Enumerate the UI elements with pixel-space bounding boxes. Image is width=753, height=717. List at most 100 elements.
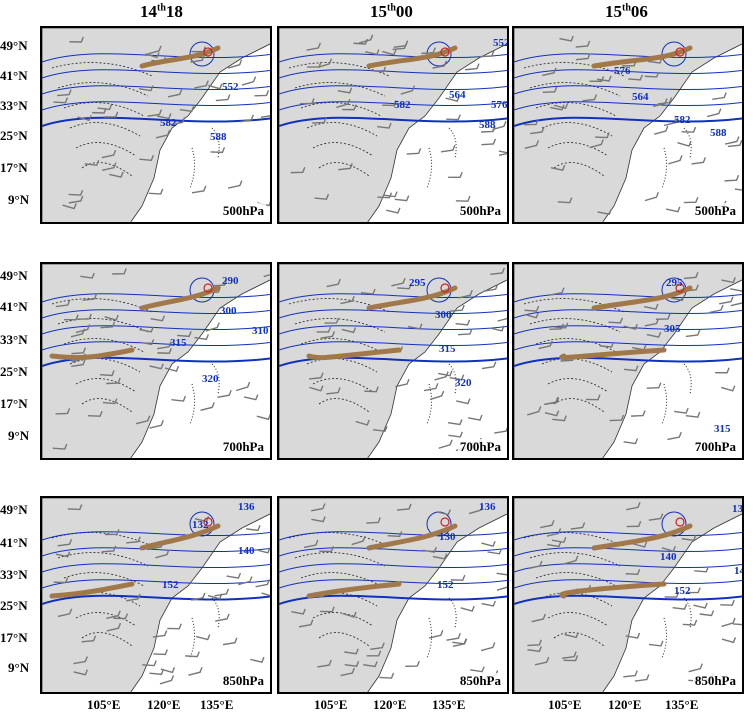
contour-line: [279, 293, 507, 303]
pressure-level-label: 500hPa: [692, 203, 738, 219]
contour-line: [279, 101, 507, 111]
wind-barb: [81, 635, 97, 643]
border-line: [541, 358, 613, 373]
border-line: [553, 398, 605, 413]
wind-barb: [191, 185, 207, 194]
contour-line: [279, 563, 507, 573]
wind-barb: [552, 415, 567, 422]
wind-barb: [460, 605, 475, 612]
lat-label: 33°N: [0, 332, 28, 347]
wind-barb: [432, 553, 448, 560]
contour-line: [514, 293, 742, 303]
wind-barb: [291, 608, 306, 615]
trough-line: [366, 523, 458, 551]
wind-barb: [481, 138, 497, 146]
map-panel: 290 300 310 315 320 700hPa: [40, 262, 272, 460]
wind-barb: [212, 279, 228, 287]
wind-barb: [214, 588, 230, 597]
wind-barb: [355, 419, 370, 426]
wind-barb: [320, 331, 336, 339]
low-center-marker: [675, 47, 685, 57]
wind-barb: [446, 632, 461, 641]
wind-barb: [342, 611, 357, 618]
border-line: [300, 338, 382, 353]
map-canvas: 290 300 310 315 320: [42, 264, 270, 458]
wind-barb: [646, 331, 662, 338]
wind-barb: [719, 296, 734, 305]
wind-barb: [358, 34, 374, 44]
wind-barb: [709, 304, 724, 314]
wind-barb: [628, 74, 643, 81]
contour-label: 130: [439, 531, 456, 543]
wind-barb: [589, 139, 604, 149]
wind-barb: [164, 365, 180, 372]
wind-barb: [155, 129, 171, 139]
wind-barb: [299, 98, 315, 105]
contour-line: [42, 325, 270, 335]
border-line: [294, 318, 386, 333]
wind-barb: [104, 314, 119, 321]
wind-barb: [446, 114, 461, 121]
map-canvas: 576 564 582 588: [514, 28, 742, 222]
wind-barb: [106, 610, 121, 619]
wind-barb: [241, 76, 257, 86]
wind-barb: [544, 410, 560, 417]
wind-barb: [693, 602, 708, 609]
wind-barb: [314, 193, 330, 200]
wind-barb: [609, 414, 625, 422]
wind-barb: [84, 160, 100, 167]
contour-line: [279, 116, 507, 127]
wind-barb: [585, 394, 601, 401]
wind-barb: [450, 574, 466, 581]
contour-line: [279, 594, 507, 605]
land-mass: [279, 264, 507, 458]
wind-barb: [546, 541, 562, 548]
wind-barb: [685, 411, 701, 418]
low-center-marker: [440, 283, 450, 293]
contour-line: [279, 579, 507, 589]
wind-barb: [226, 572, 242, 579]
wind-barb: [531, 613, 546, 623]
contour-label: 305: [664, 323, 681, 335]
contour-line: [426, 41, 452, 67]
trough-line: [139, 45, 221, 69]
contour-line: [514, 547, 742, 557]
contour-label: 132: [192, 519, 209, 531]
wind-barb: [149, 669, 165, 676]
wind-barb: [102, 162, 117, 171]
wind-barb: [153, 649, 168, 656]
border-line: [306, 122, 378, 137]
contour-label: 576: [491, 99, 508, 111]
wind-barb: [195, 634, 211, 641]
wind-barb: [428, 629, 444, 639]
wind-barb: [190, 592, 206, 601]
wind-barb: [215, 613, 230, 622]
wind-barb: [721, 277, 736, 284]
wind-barb: [468, 504, 484, 515]
border-line: [535, 338, 617, 353]
contour-line: [42, 85, 270, 95]
contour-line: [189, 511, 215, 537]
wind-barb: [80, 272, 95, 279]
wind-barb: [190, 54, 205, 63]
wind-barb: [170, 117, 186, 126]
wind-barb: [55, 408, 71, 415]
wind-barb: [575, 53, 591, 61]
wind-barb: [68, 189, 84, 196]
wind-barb: [100, 321, 116, 329]
island-outline: [189, 363, 220, 425]
wind-barb: [597, 208, 612, 216]
border-line: [535, 572, 617, 587]
map-panel: 295 305 315 700hPa: [512, 262, 744, 460]
contour-label: 564: [632, 91, 649, 103]
wind-barb: [721, 617, 736, 628]
map-canvas: 136 140 144 152: [514, 498, 742, 692]
wind-barb: [432, 60, 447, 69]
wind-barb: [643, 303, 659, 310]
border-line: [306, 358, 378, 373]
wind-barb: [654, 125, 669, 135]
wind-barb: [309, 385, 324, 392]
lat-label: 33°N: [0, 567, 28, 582]
wind-barb: [527, 406, 542, 416]
wind-barb: [479, 50, 495, 58]
